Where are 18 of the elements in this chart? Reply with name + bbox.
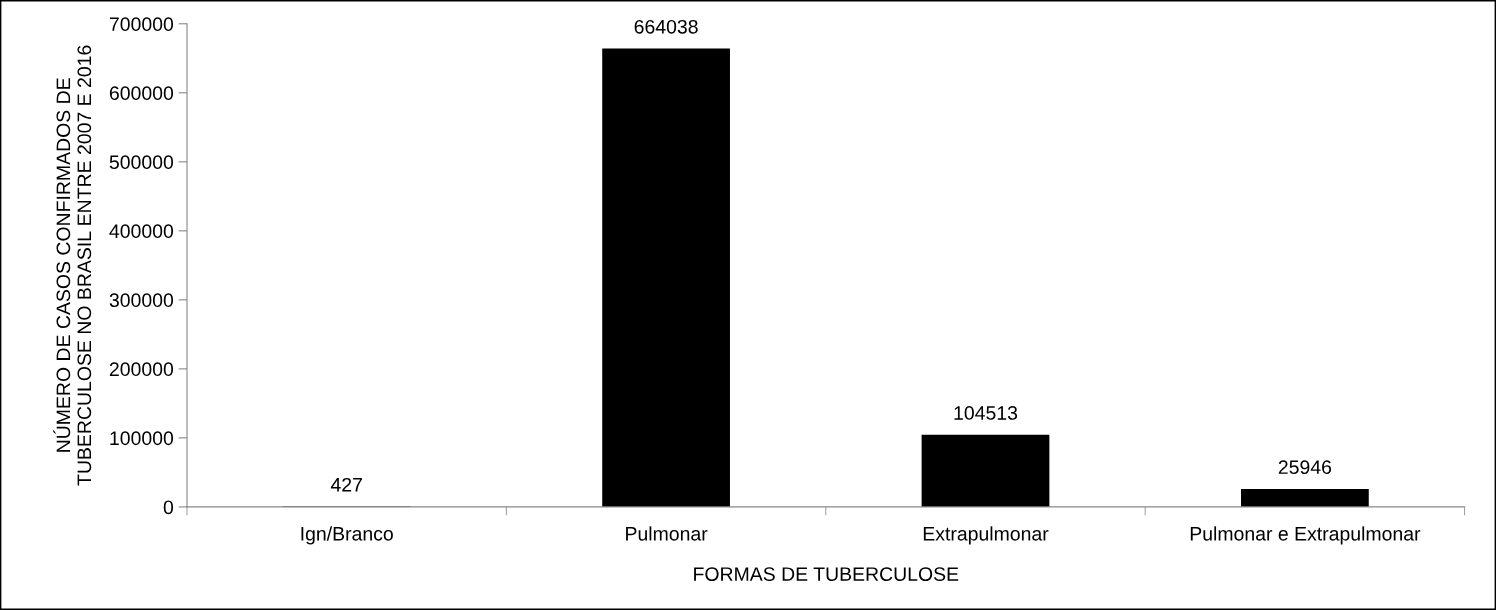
x-axis-title: FORMAS DE TUBERCULOSE (694, 567, 959, 581)
x-tick-label: Ign/Branco (301, 526, 393, 545)
y-tick-label: 600000 (109, 86, 174, 101)
x-tick-label: Extrapulmonar (923, 526, 1049, 545)
y-tick-label: 700000 (109, 17, 174, 32)
x-tick-label: Pulmonar e Extrapulmonar (1190, 526, 1421, 545)
y-tick-label: 400000 (109, 224, 174, 239)
y-tick-label: 0 (163, 500, 174, 515)
y-tick-label: 300000 (109, 293, 174, 308)
x-tick-label: Pulmonar (626, 526, 708, 541)
y-axis-title: NÚMERO DE CASOS CONFIRMADOS DE TUBERCULOSE NO BRASIL ENTRE 2007 E 2016 (53, 45, 92, 486)
y-tick-label: 200000 (109, 362, 174, 377)
y-tick-label: 500000 (109, 155, 174, 170)
data-label: 104513 (954, 406, 1018, 420)
data-label: 664038 (634, 19, 698, 34)
y-tick-label: 100000 (110, 431, 174, 446)
data-label: 25946 (1278, 460, 1332, 475)
data-label: 427 (330, 477, 362, 492)
